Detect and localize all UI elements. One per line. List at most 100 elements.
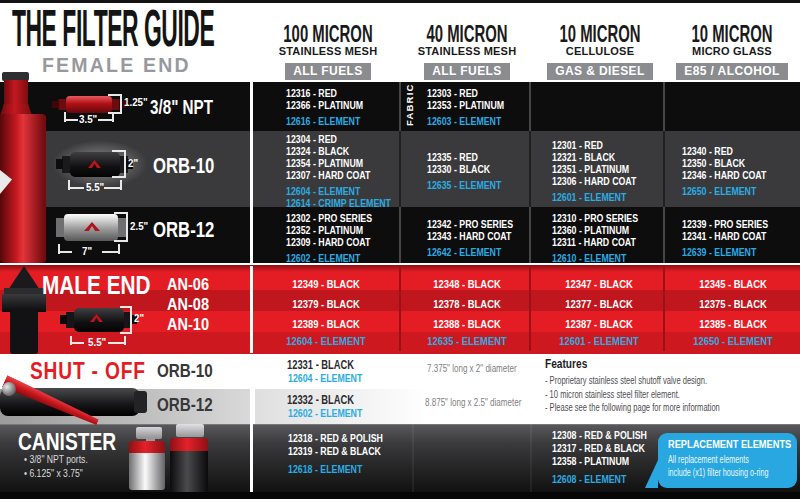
dimension-line: [118, 244, 120, 254]
dimension-line: [124, 150, 126, 177]
element-part-number: 12616 - ELEMENT: [286, 115, 376, 127]
shutoff-orb10-part: 12331 - BLACK: [287, 358, 354, 372]
part-number: 12321 - BLACK: [552, 151, 641, 163]
dimension-line: [130, 306, 132, 333]
fuel-type-badge: ALL FUELS: [285, 63, 370, 80]
element-part-number: 12618 - ELEMENT: [288, 463, 377, 476]
element-part-number: 12642 - ELEMENT: [427, 246, 509, 258]
row-label-npt: 3/8" NPT: [150, 96, 213, 119]
part-number: - Proprietary stainless steel shutoff va…: [545, 374, 720, 388]
shutoff-orb12-part: 12332 - BLACK: [287, 393, 354, 407]
part-number: 12307 - HARD COAT: [286, 169, 376, 181]
shutoff-heading: SHUT - OFF: [30, 357, 146, 385]
column-name: 100 MICRON: [278, 23, 377, 45]
part-number: 12310 - PRO SERIES: [552, 212, 641, 224]
orb10-filter-fitting: [56, 159, 63, 169]
element-part-number: 12604 - ELEMENT: [260, 331, 391, 351]
shutoff-orb12-label: ORB-12: [157, 394, 213, 416]
element-part-number: 12635 - ELEMENT: [401, 331, 532, 351]
column-header-10-micron-micro-glass: 10 MICRON MICRO GLASS E85 / ALCOHOL: [652, 23, 800, 80]
cell-orb12-100micron: 12302 - PRO SERIES12352 - PLATINUM12309 …: [253, 210, 399, 266]
part-number: 12317 - RED & BLACK: [552, 442, 641, 455]
part-number: 12308 - RED & POLISH: [552, 429, 641, 442]
element-part-number: 12610 - ELEMENT: [552, 252, 641, 264]
cell-orb12-40micron: 12342 - PRO SERIES12343 - HARD COAT12642…: [404, 210, 529, 266]
part-number: 12340 - RED: [682, 145, 776, 157]
fuel-type-badge: GAS & DIESEL: [547, 63, 652, 80]
part-number: include (x1) filter housing o-ring: [668, 467, 757, 480]
cell-orb10-100micron: 12304 - RED12324 - BLACK12354 - PLATINUM…: [253, 133, 399, 209]
an-size-labels: AN-06AN-08AN-10: [167, 274, 215, 334]
canister-bracket-photo: [176, 424, 204, 437]
red-canister-body-photo: [0, 114, 46, 263]
dimension-line: [58, 244, 60, 254]
part-number: 12309 - HARD COAT: [286, 236, 376, 248]
part-number: 12358 - PLATINUM: [552, 455, 641, 468]
shutoff-orb10-element: 12604 - ELEMENT: [288, 372, 362, 384]
page-title: THE FILTER GUIDE: [12, 1, 214, 55]
orb10-filter-body-photo: [70, 152, 120, 177]
part-number: 12353 - PLATINUM: [427, 99, 509, 111]
part-number: 12301 - RED: [552, 139, 641, 151]
element-part-number: 12635 - ELEMENT: [427, 179, 509, 191]
element-part-number: 12603 - ELEMENT: [427, 115, 509, 127]
replacement-elements-callout: REPLACEMENT ELEMENTS All replacement ele…: [658, 433, 797, 488]
canister-silver-body-photo: [129, 453, 165, 490]
dimension-line: [112, 112, 114, 122]
cell-npt-40micron: 12303 - RED12353 - PLATINUM 12603 - ELEME…: [404, 82, 529, 131]
dimension-line: [126, 212, 128, 241]
npt-filter-fitting: [52, 101, 59, 108]
cell-canister-10micron-cellulose: 12308 - RED & POLISH12317 - RED & BLACK1…: [531, 426, 663, 488]
row-label-orb12: ORB-12: [153, 217, 214, 243]
part-number: AN-10: [167, 314, 209, 334]
dimension-height: 1.25": [124, 96, 148, 108]
cell-npt-100micron: 12316 - RED12366 - PLATINUM 12616 - ELEME…: [253, 82, 399, 131]
element-part-number: 12604 - ELEMENT: [286, 185, 376, 197]
part-number: 12311 - HARD COAT: [552, 236, 641, 248]
replacement-elements-title: REPLACEMENT ELEMENTS: [668, 438, 776, 451]
part-number: 12347 - BLACK: [533, 274, 664, 294]
column-name: 40 MICRON: [417, 23, 516, 45]
male-end-heading: MALE END: [42, 272, 151, 298]
canister-red-band-photo: [170, 438, 208, 452]
dimension-line: [108, 342, 124, 344]
shutoff-orb12-dimensions: 8.875" long x 2.5" diameter: [425, 396, 521, 408]
dimension-line: [70, 342, 84, 344]
column-divider: [399, 131, 401, 207]
element-part-number: 12650 - ELEMENT: [667, 331, 798, 351]
part-number: 12319 - RED & BLACK: [288, 445, 377, 458]
fuel-type-badge: ALL FUELS: [424, 63, 509, 80]
part-number: 12324 - BLACK: [286, 145, 376, 157]
part-number: 12354 - PLATINUM: [286, 157, 376, 169]
column-name: 10 MICRON: [550, 23, 649, 45]
dimension-line: [58, 251, 72, 253]
part-number: 12318 - RED & POLISH: [288, 432, 377, 445]
dimension-height: 2": [134, 312, 144, 324]
part-number: 12360 - PLATINUM: [552, 224, 641, 236]
part-number: 12330 - BLACK: [427, 163, 509, 175]
part-number: 12352 - PLATINUM: [286, 224, 376, 236]
replacement-elements-body: All replacement elementsinclude (x1) fil…: [668, 454, 791, 479]
dimension-width: 7": [82, 245, 92, 257]
features-heading: Features: [545, 356, 587, 371]
dimension-width: 5.5": [86, 181, 104, 193]
part-number: 12303 - RED: [427, 87, 509, 99]
part-number: 12366 - PLATINUM: [286, 99, 376, 111]
dimension-line: [102, 251, 118, 253]
fuel-type-badge: E85 / ALCOHOL: [676, 63, 787, 80]
shutoff-valve-endcap-photo: [134, 391, 147, 413]
part-number: • 3/8" NPT ports.: [24, 452, 88, 466]
canister-top-highlight: [0, 424, 800, 425]
shutoff-orb10-dimensions: 7.375" long x 2" diameter: [427, 362, 517, 374]
part-number: 12339 - PRO SERIES: [682, 218, 776, 230]
replacement-elements-callout-tail: [645, 460, 658, 488]
shutoff-orb12-element: 12602 - ELEMENT: [288, 407, 362, 419]
element-part-number: 12608 - ELEMENT: [552, 473, 641, 486]
cell-male-10micron-microglass: 12345 - BLACK12375 - BLACK12385 - BLACK1…: [653, 274, 800, 354]
dimension-line: [64, 112, 66, 122]
male-filter-fitting: [60, 315, 67, 324]
part-number: 12316 - RED: [286, 87, 376, 99]
cell-orb12-10micron-microglass: 12339 - PRO SERIES12341 - HARD COAT12639…: [665, 210, 800, 266]
column-header-100-micron: 100 MICRON STAINLESS MESH ALL FUELS: [248, 23, 408, 80]
dimension-line: [124, 336, 126, 345]
